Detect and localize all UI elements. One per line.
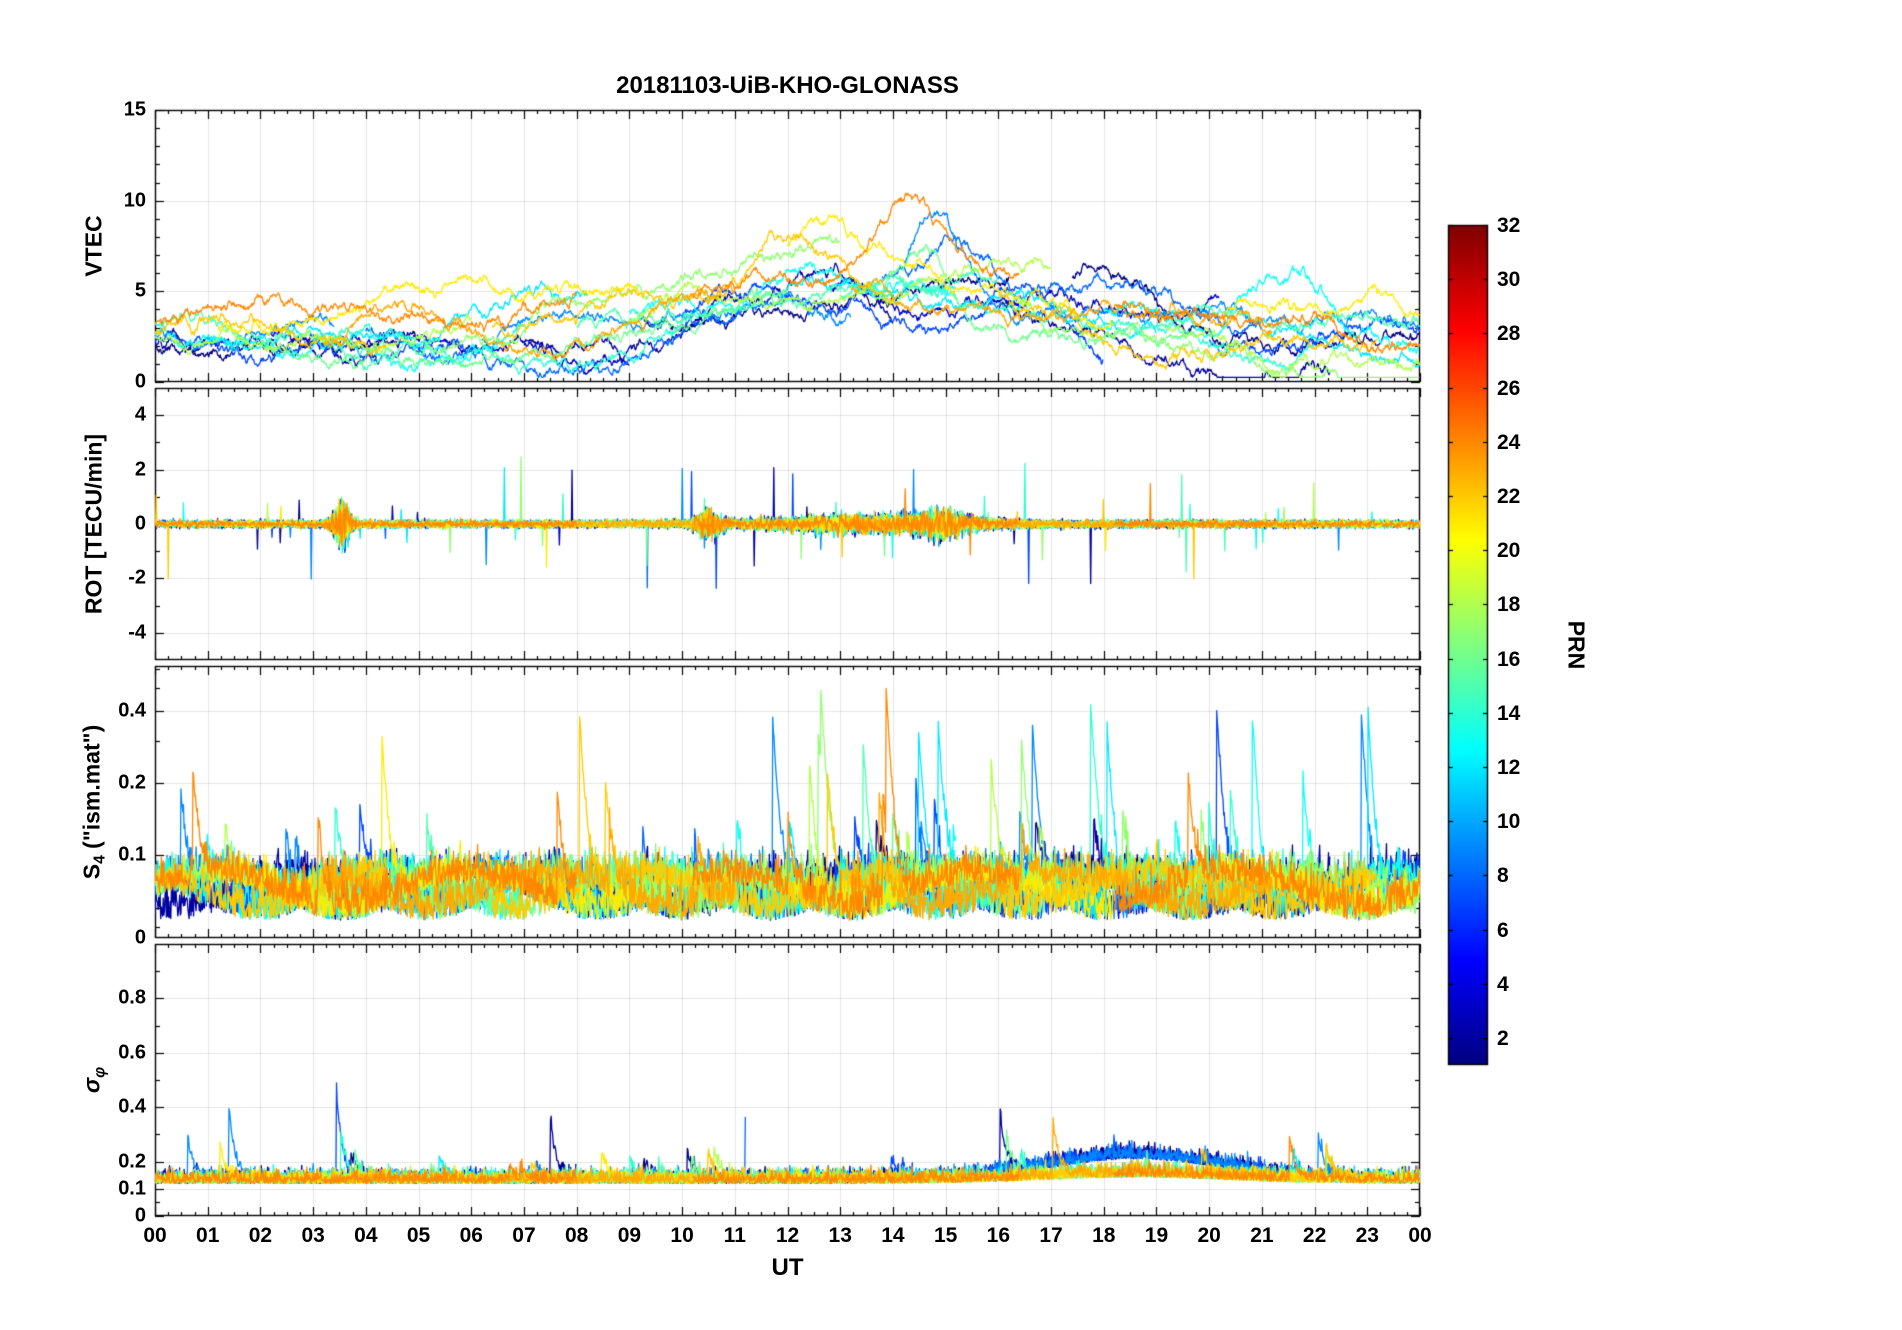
x-tick-label: 16 [986, 1224, 1011, 1247]
y-tick-label-s4: 0.4 [118, 699, 146, 722]
y-tick-label-sigma_phi: 0 [134, 1204, 146, 1227]
x-tick-label: 11 [723, 1224, 746, 1247]
y-tick-label-rot: -4 [128, 621, 146, 644]
colorbar-tick-label: 6 [1497, 918, 1509, 942]
x-tick-label: 07 [512, 1224, 536, 1247]
colorbar-tick-label: 2 [1497, 1026, 1509, 1050]
x-tick-label: 02 [248, 1224, 273, 1247]
x-tick-label: 19 [1144, 1224, 1169, 1247]
x-tick-label: 08 [564, 1224, 589, 1247]
y-tick-label-s4: 0 [134, 926, 146, 949]
y-tick-label-s4: 0.1 [118, 843, 146, 866]
y-axis-label-rot: ROT [TECU/min] [80, 433, 107, 615]
y-tick-label-vtec: 0 [134, 370, 146, 393]
y-tick-label-rot: 0 [134, 512, 146, 535]
x-tick-label: 01 [196, 1224, 220, 1247]
x-tick-label: 22 [1302, 1224, 1327, 1247]
x-tick-label: 10 [670, 1224, 694, 1247]
y-tick-label-rot: 4 [134, 403, 146, 426]
x-tick-label: 14 [881, 1224, 905, 1247]
y-tick-label-sigma_phi: 0.4 [118, 1095, 146, 1118]
colorbar-tick-label: 4 [1497, 972, 1509, 996]
y-tick-label-s4: 0.2 [118, 771, 146, 794]
x-tick-label: 15 [933, 1224, 958, 1247]
chart-title: 20181103-UiB-KHO-GLONASS [616, 72, 959, 99]
x-tick-label: 04 [354, 1224, 378, 1247]
colorbar-tick-label: 14 [1497, 701, 1521, 725]
y-axis-label-sigma_phi: σφ [78, 1066, 109, 1094]
y-tick-label-sigma_phi: 0.2 [118, 1150, 146, 1173]
y-tick-label-sigma_phi: 0.6 [118, 1041, 146, 1064]
y-tick-label-vtec: 10 [123, 189, 146, 212]
colorbar-tick-label: 20 [1497, 538, 1521, 562]
colorbar-tick-label: 18 [1497, 592, 1521, 616]
y-tick-label-rot: -2 [128, 566, 146, 589]
y-axis-label-s4: S4 ("ism.mat") [78, 724, 109, 880]
colorbar-tick-label: 30 [1497, 267, 1521, 291]
x-tick-label: 05 [406, 1224, 431, 1247]
x-tick-label: 00 [143, 1224, 167, 1247]
colorbar-tick-label: 24 [1497, 430, 1521, 454]
y-tick-label-rot: 2 [134, 458, 146, 481]
x-tick-label: 21 [1250, 1224, 1274, 1247]
x-tick-label: 20 [1197, 1224, 1221, 1247]
x-tick-label: 06 [459, 1224, 483, 1247]
x-tick-label: 23 [1355, 1224, 1379, 1247]
colorbar-tick-label: 8 [1497, 863, 1509, 887]
x-axis-label: UT [771, 1254, 804, 1281]
y-tick-label-sigma_phi: 0.1 [118, 1177, 146, 1200]
colorbar-label: PRN [1563, 620, 1590, 670]
colorbar-tick-label: 28 [1497, 321, 1521, 345]
colorbar-tick-label: 12 [1497, 755, 1521, 779]
y-tick-label-sigma_phi: 0.8 [118, 986, 146, 1009]
colorbar-tick-label: 22 [1497, 484, 1521, 508]
x-tick-label: 18 [1092, 1224, 1116, 1247]
colorbar-tick-label: 32 [1497, 213, 1521, 237]
y-tick-label-vtec: 5 [134, 279, 146, 302]
y-tick-label-vtec: 15 [123, 98, 146, 121]
x-tick-label: 00 [1408, 1224, 1432, 1247]
x-tick-label: 17 [1039, 1224, 1063, 1247]
x-tick-label: 13 [828, 1224, 852, 1247]
x-tick-label: 12 [775, 1224, 800, 1247]
colorbar-tick-label: 16 [1497, 647, 1521, 671]
colorbar-tick-label: 26 [1497, 376, 1521, 400]
y-axis-label-vtec: VTEC [80, 215, 107, 277]
x-tick-label: 09 [617, 1224, 642, 1247]
x-tick-label: 03 [301, 1224, 325, 1247]
colorbar-tick-label: 10 [1497, 809, 1521, 833]
